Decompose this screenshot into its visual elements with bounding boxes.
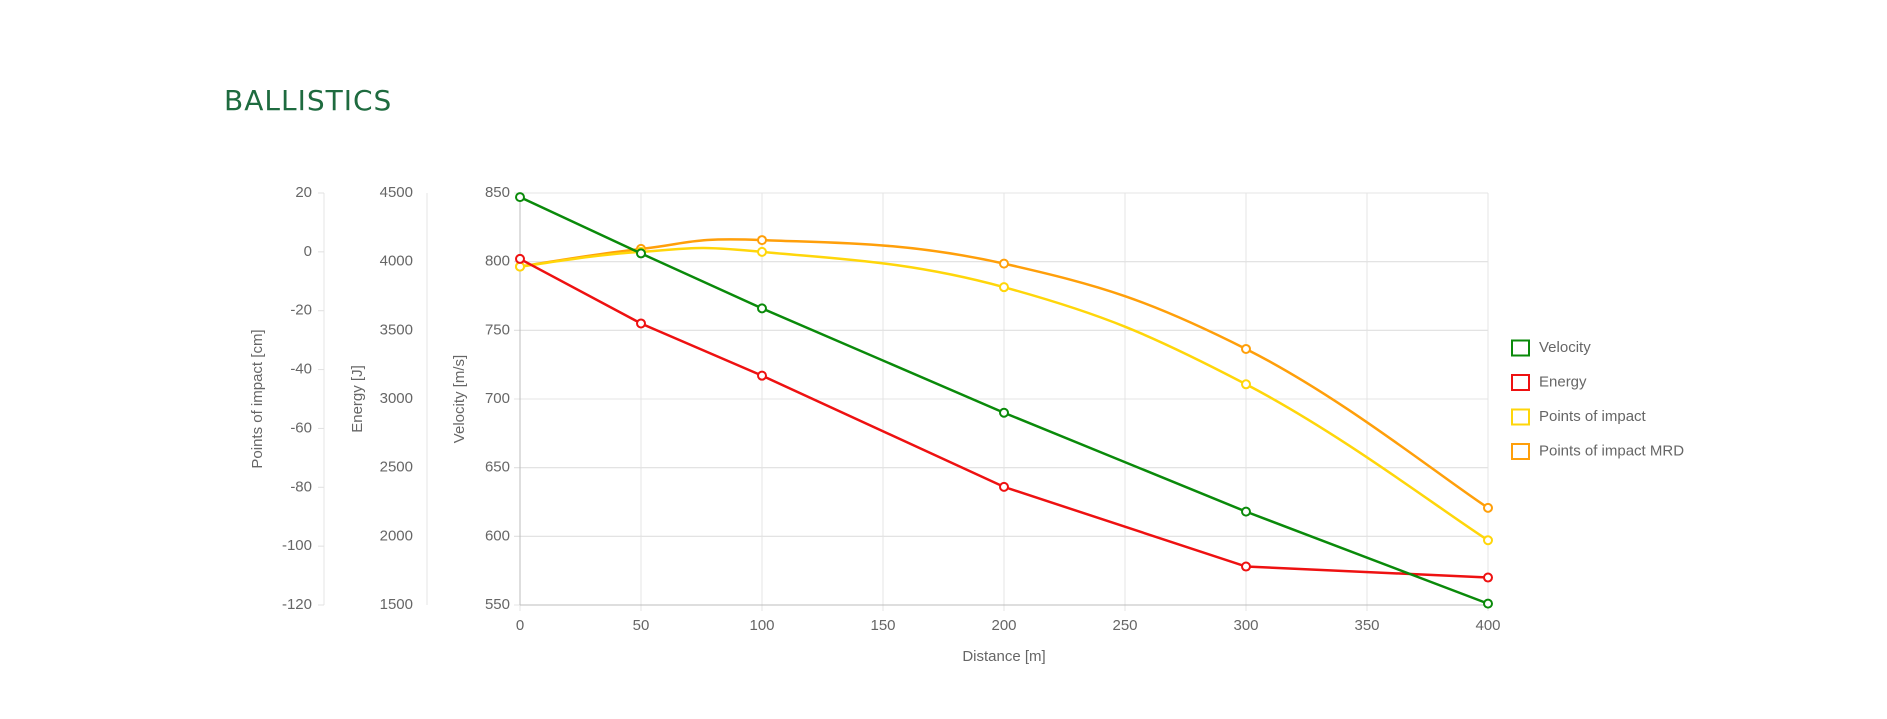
legend-swatch-points-of-impact-mrd — [1511, 443, 1530, 460]
velocity-tick-label: 650 — [485, 459, 510, 476]
velocity-tick-label: 750 — [485, 321, 510, 338]
x-axis-title: Distance [m] — [962, 648, 1045, 665]
legend-label-points-of-impact: Points of impact — [1539, 408, 1647, 425]
poi-tick-label: -120 — [282, 596, 312, 613]
energy-tick-label: 1500 — [380, 596, 413, 613]
velocity-point — [636, 248, 646, 259]
energy-point — [515, 253, 525, 264]
velocity-point — [999, 407, 1009, 418]
x-tick-label: 200 — [991, 617, 1016, 634]
poi-tick-label: 0 — [304, 243, 312, 260]
energy-tick-label: 3500 — [380, 321, 413, 338]
poi-tick-label: -100 — [282, 537, 312, 554]
velocity-line — [519, 195, 1489, 605]
points-of-impact-mrd-point — [999, 258, 1009, 269]
x-tick-label: 300 — [1233, 617, 1258, 634]
page-title: BALLISTICS — [224, 84, 393, 117]
energy-point — [757, 370, 767, 381]
series-lines — [515, 192, 1493, 609]
legend: Velocity Energy Points of impact Points of … — [1511, 339, 1684, 460]
energy-point — [999, 481, 1009, 492]
poi-tick-label: -40 — [290, 361, 312, 378]
energy-line — [519, 257, 1489, 579]
velocity-point — [1241, 506, 1251, 517]
energy-point — [636, 318, 646, 329]
points-of-impact-mrd-point — [1241, 343, 1251, 354]
velocity-tick-label: 800 — [485, 253, 510, 270]
poi-tick-label: -60 — [290, 419, 312, 436]
legend-label-points-of-impact-mrd: Points of impact MRD — [1539, 442, 1684, 459]
x-tick-label: 250 — [1112, 617, 1137, 634]
energy-axis-title: Energy [J] — [349, 365, 366, 433]
points-of-impact-point — [999, 282, 1009, 293]
energy-tick-label: 3000 — [380, 390, 413, 407]
points-of-impact-mrd-point — [757, 235, 767, 246]
x-tick-label: 0 — [516, 617, 524, 634]
poi-tick-label: 20 — [295, 184, 312, 201]
legend-swatch-velocity — [1511, 339, 1530, 357]
legend-swatch-points-of-impact — [1511, 408, 1530, 426]
x-tick-label: 100 — [749, 617, 774, 634]
points-of-impact-point — [1241, 379, 1251, 390]
velocity-tick-label: 600 — [485, 527, 510, 544]
x-tick-label: 400 — [1475, 617, 1500, 634]
legend-label-velocity: Velocity — [1539, 339, 1591, 356]
poi-axis-title: Points of impact [cm] — [249, 329, 266, 468]
x-tick-label: 350 — [1354, 617, 1379, 634]
energy-point — [1241, 561, 1251, 572]
x-tick-label: 50 — [633, 617, 650, 634]
poi-tick-label: -20 — [290, 302, 312, 319]
energy-tick-label: 4000 — [380, 253, 413, 270]
velocity-tick-label: 700 — [485, 390, 510, 407]
energy-tick-label: 2500 — [380, 459, 413, 476]
legend-label-energy: Energy — [1539, 373, 1587, 390]
energy-tick-label: 2000 — [380, 527, 413, 544]
energy-tick-label: 4500 — [380, 184, 413, 201]
velocity-point — [1483, 598, 1493, 609]
velocity-point — [515, 192, 525, 203]
points-of-impact-point — [757, 246, 767, 257]
points-of-impact-mrd-point — [1483, 502, 1493, 513]
legend-swatch-energy — [1511, 374, 1530, 391]
velocity-tick-label: 550 — [485, 596, 510, 613]
poi-tick-label: -80 — [290, 478, 312, 495]
energy-point — [1483, 572, 1493, 583]
x-tick-label: 150 — [870, 617, 895, 634]
velocity-tick-label: 850 — [485, 184, 510, 201]
velocity-axis-title: Velocity [m/s] — [451, 355, 468, 443]
points-of-impact-point — [1483, 535, 1493, 546]
velocity-point — [757, 303, 767, 314]
